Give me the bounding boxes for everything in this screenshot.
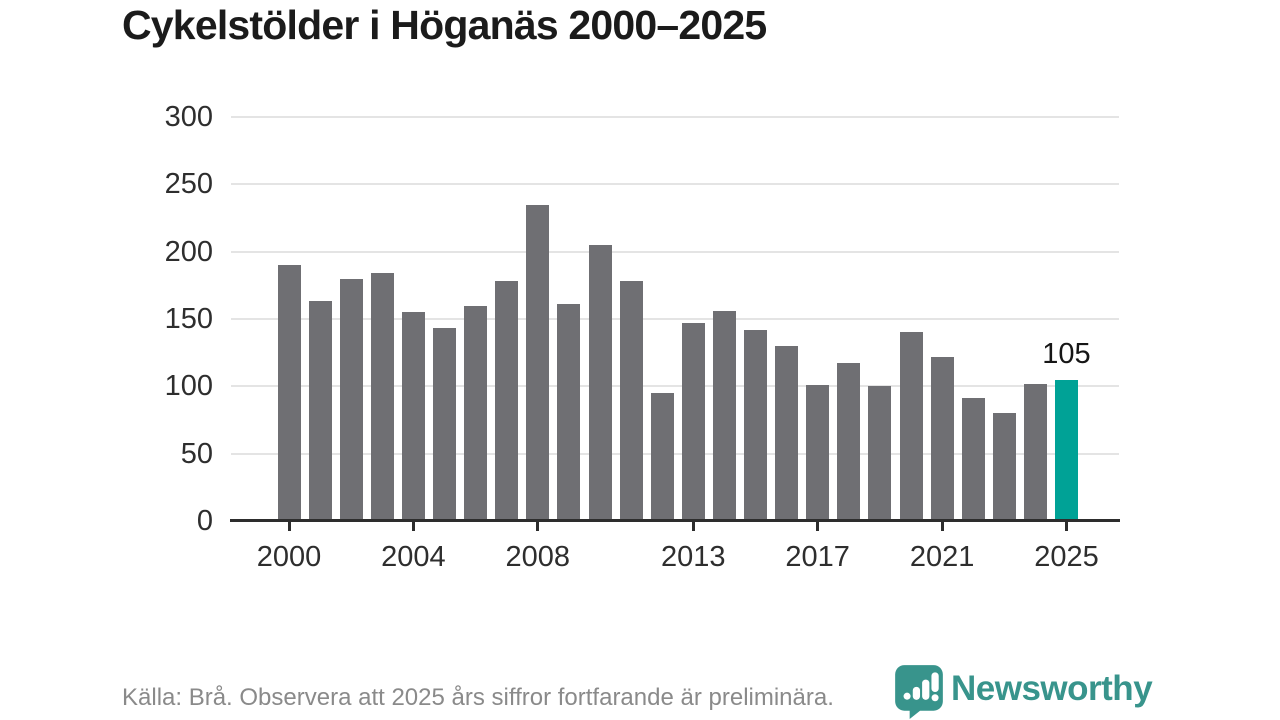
- y-axis-label-150: 150: [164, 303, 213, 335]
- value-label-2025: 105: [1042, 337, 1091, 370]
- bar-2022: [961, 398, 985, 521]
- bar-2000: [277, 265, 301, 521]
- x-tick-2004: [411, 521, 415, 531]
- x-axis-line: [230, 519, 1120, 522]
- bar-2002: [339, 278, 363, 521]
- gridline-150: [231, 318, 1119, 320]
- bar-2010: [588, 244, 612, 521]
- bar-2012: [650, 393, 674, 521]
- bar-2004: [401, 312, 425, 521]
- x-axis-label-2021: 2021: [909, 541, 975, 573]
- gridline-50: [231, 452, 1119, 455]
- y-axis-label-50: 50: [180, 437, 213, 470]
- x-axis-label-2017: 2017: [785, 541, 850, 573]
- x-axis-label-2013: 2013: [661, 541, 726, 573]
- x-axis-label-2025: 2025: [1034, 541, 1099, 573]
- bar-2007: [495, 281, 519, 521]
- chart-title: Cykelstölder i Höganäs 2000–2025: [122, 2, 767, 48]
- bar-2025: [1055, 379, 1078, 521]
- bar-2016: [775, 345, 799, 521]
- x-axis-label-2008: 2008: [505, 541, 571, 573]
- y-axis-label-200: 200: [164, 235, 213, 268]
- x-tick-2000: [287, 521, 291, 531]
- x-tick-2025: [1065, 521, 1068, 531]
- bar-2013: [681, 323, 705, 521]
- bar-2005: [433, 328, 456, 521]
- x-axis-label-2000: 2000: [256, 541, 322, 573]
- x-tick-2021: [940, 521, 944, 531]
- bar-2024: [1023, 383, 1047, 521]
- bar-2014: [712, 310, 736, 521]
- gridline-100: [231, 385, 1119, 388]
- bar-2008: [526, 204, 550, 521]
- gridline-250: [231, 183, 1119, 186]
- bar-2015: [744, 329, 767, 521]
- x-tick-2008: [536, 521, 540, 531]
- gridline-300: [231, 116, 1119, 118]
- bar-2021: [930, 356, 954, 521]
- y-axis-label-100: 100: [164, 370, 213, 403]
- bar-2009: [557, 304, 581, 521]
- bar-2003: [370, 273, 394, 521]
- bar-2006: [464, 305, 488, 521]
- y-axis-label-0: 0: [196, 505, 213, 537]
- bar-2017: [806, 384, 830, 521]
- bar-2001: [308, 301, 332, 521]
- newsworthy-wordmark: Newsworthy: [951, 669, 1153, 708]
- bar-2018: [837, 363, 861, 521]
- bar-2020: [899, 332, 923, 521]
- newsworthy-logo[interactable]: Newsworthy: [893, 663, 1153, 719]
- x-axis-label-2004: 2004: [381, 541, 446, 573]
- bar-2019: [868, 386, 892, 521]
- source-note: Källa: Brå. Observera att 2025 års siffr…: [122, 684, 834, 711]
- bar-2011: [619, 281, 643, 521]
- x-tick-2017: [816, 521, 820, 531]
- y-axis-label-250: 250: [164, 168, 213, 201]
- x-tick-2013: [691, 521, 695, 531]
- gridline-200: [231, 250, 1119, 253]
- y-axis-label-300: 300: [164, 101, 213, 133]
- bar-2023: [992, 413, 1016, 521]
- newsworthy-bubble-barchart-icon: [895, 665, 943, 719]
